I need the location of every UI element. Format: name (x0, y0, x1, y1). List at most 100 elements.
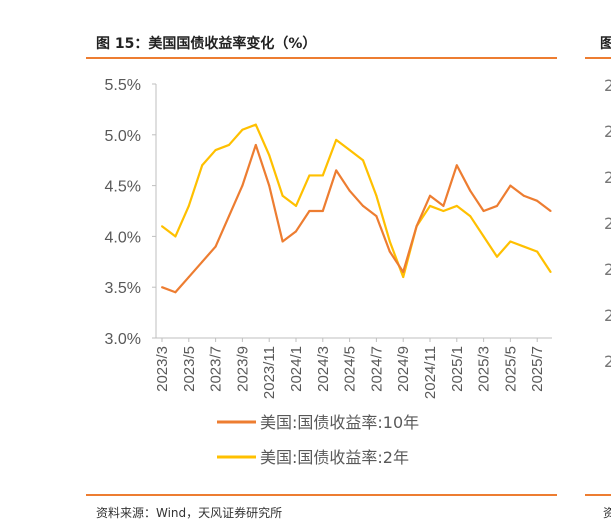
y-tick-label: 5.0% (105, 128, 141, 145)
point-10y (281, 240, 284, 243)
point-2y (482, 235, 485, 238)
point-2y (429, 204, 431, 207)
y-tick-label: 4.0% (105, 229, 141, 246)
point-2y (228, 143, 230, 146)
x-tick-label: 2023/5 (181, 346, 198, 392)
point-2y (362, 159, 364, 162)
point-10y (268, 184, 271, 187)
point-10y (201, 260, 204, 263)
point-2y (174, 235, 177, 238)
x-tick-label: 2024/3 (315, 346, 332, 392)
point-2y (281, 194, 284, 197)
x-tick-label: 2024/1 (288, 346, 305, 392)
x-tick-label: 2024/5 (342, 346, 359, 392)
series-10y-line (161, 143, 552, 294)
right-panel-title: 图 (600, 36, 611, 52)
right-panel-tick-fragment: 2 (604, 76, 611, 95)
point-10y (321, 210, 324, 212)
footer-divider (86, 494, 557, 496)
source-note: 资料来源：Wind，天风证券研究所 (96, 506, 283, 520)
point-2y (549, 270, 552, 273)
right-panel-tick-fragment: 2 (604, 352, 611, 371)
point-10y (308, 210, 311, 212)
x-tick-label: 2025/5 (502, 346, 519, 392)
title-divider (86, 57, 557, 59)
point-10y (241, 184, 244, 187)
point-2y (321, 174, 324, 177)
right-title-divider (585, 57, 611, 59)
point-2y (469, 215, 472, 218)
point-2y (335, 138, 338, 141)
point-2y (268, 154, 271, 157)
point-2y (254, 123, 257, 126)
point-2y (187, 204, 190, 207)
point-10y (429, 194, 431, 197)
x-tick-label: 2023/3 (154, 346, 171, 392)
y-tick-label: 4.5% (105, 179, 141, 196)
right-footer-divider (585, 494, 611, 496)
x-tick-label: 2024/9 (395, 346, 412, 392)
y-tick-label: 3.0% (105, 331, 141, 348)
point-10y (482, 210, 485, 212)
point-10y (335, 169, 338, 172)
point-2y (241, 128, 244, 131)
legend-label-10y: 美国:国债收益率:10年 (260, 413, 419, 432)
point-2y (201, 164, 204, 167)
point-10y (455, 164, 458, 167)
point-10y (402, 270, 405, 273)
point-10y (362, 204, 364, 207)
y-tick-label: 3.5% (105, 280, 141, 297)
point-10y (161, 286, 163, 289)
right-panel-tick-fragment: 2 (604, 122, 611, 141)
x-tick-label: 2025/1 (449, 346, 466, 392)
right-panel-tick-fragment: 2 (604, 260, 611, 279)
point-10y (214, 245, 217, 248)
right-panel-tick-fragment: 2 (604, 214, 611, 233)
point-10y (348, 189, 351, 192)
x-tick-label: 2025/7 (529, 346, 546, 392)
right-panel-tick-fragment: 2 (604, 306, 611, 325)
point-2y (509, 240, 512, 243)
point-10y (509, 184, 512, 187)
x-tick-label: 2023/11 (261, 346, 278, 399)
x-tick-label: 2023/9 (234, 346, 251, 392)
point-2y (496, 255, 498, 258)
point-10y (375, 215, 378, 218)
point-2y (295, 204, 297, 207)
point-2y (455, 204, 458, 207)
x-tick-label: 2023/7 (208, 346, 225, 392)
point-10y (549, 210, 552, 212)
point-2y (388, 240, 391, 243)
point-10y (522, 194, 525, 197)
point-10y (187, 276, 190, 279)
point-2y (522, 245, 525, 248)
point-10y (254, 143, 257, 146)
point-2y (442, 210, 445, 212)
point-2y (402, 276, 405, 279)
y-tick-label: 5.5% (105, 77, 141, 94)
point-10y (536, 199, 539, 202)
point-10y (388, 250, 391, 253)
point-2y (536, 250, 539, 253)
point-10y (442, 204, 445, 207)
point-2y (308, 174, 311, 177)
x-tick-label: 2024/11 (422, 346, 439, 399)
point-2y (375, 194, 378, 197)
point-2y (348, 149, 351, 152)
x-tick-label: 2025/3 (476, 346, 493, 392)
x-tick-label: 2024/7 (368, 346, 385, 392)
point-10y (469, 189, 472, 192)
point-10y (228, 215, 230, 218)
point-10y (295, 230, 297, 233)
point-2y (214, 149, 217, 152)
right-source-fragment: 资 (603, 506, 611, 520)
figure-title: 图 15：美国国债收益率变化（%） (96, 36, 317, 52)
point-10y (415, 225, 418, 228)
right-panel-tick-fragment: 2 (604, 168, 611, 187)
point-10y (496, 204, 498, 207)
series-2y-line (161, 123, 552, 279)
point-10y (174, 291, 177, 294)
point-2y (161, 225, 163, 228)
legend-label-2y: 美国:国债收益率:2年 (260, 448, 409, 467)
